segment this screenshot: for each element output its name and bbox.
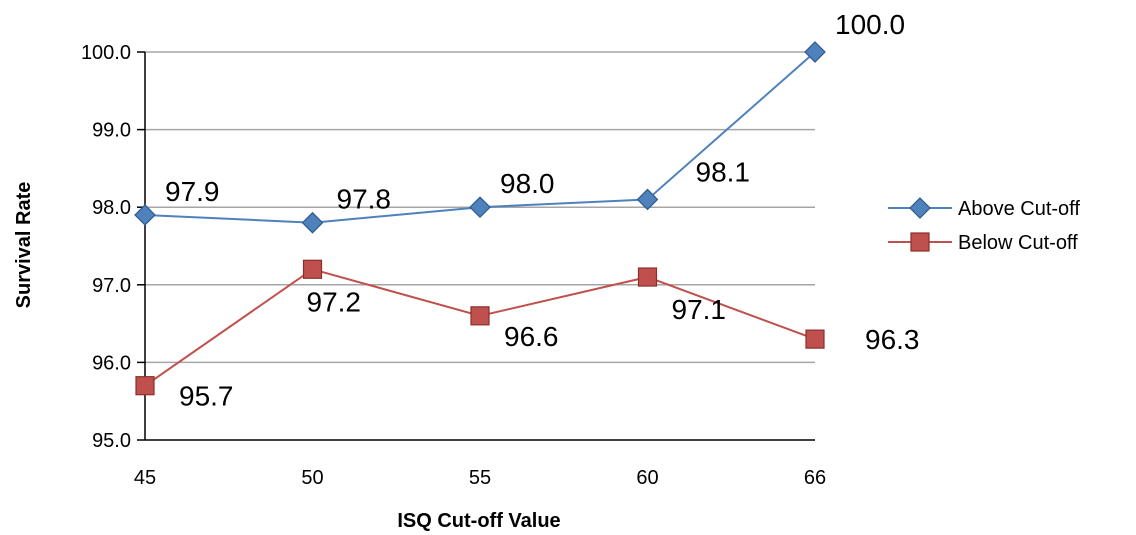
above-marker	[804, 41, 826, 63]
y-tick-label: 98.0	[92, 197, 131, 219]
above-marker	[636, 188, 659, 211]
y-tick-labels: 95.0 96.0 97.0 98.0 99.0 100.0	[81, 42, 131, 452]
series-line-below	[144, 268, 816, 387]
legend-marker	[909, 197, 931, 219]
data-label: 95.7	[179, 381, 234, 412]
x-tick-label: 45	[134, 467, 156, 489]
below-marker	[637, 267, 658, 287]
y-tick-label: 97.0	[92, 275, 131, 297]
axes	[144, 52, 815, 441]
data-label: 100.0	[835, 9, 905, 40]
x-axis-title: ISQ Cut-off Value	[397, 510, 560, 532]
data-label: 97.9	[165, 176, 220, 207]
below-marker	[135, 376, 155, 396]
below-marker	[805, 329, 825, 349]
below-marker	[302, 259, 323, 279]
above-marker	[134, 204, 156, 226]
legend-label: Above Cut-off	[958, 198, 1080, 220]
y-tick-label: 96.0	[92, 352, 131, 374]
data-label: 98.1	[696, 156, 751, 187]
above-marker	[469, 196, 491, 219]
data-label: 98.0	[500, 168, 555, 199]
legend-label: Below Cut-off	[958, 232, 1078, 254]
gridlines	[137, 51, 815, 441]
x-tick-label: 60	[636, 467, 658, 489]
below-marker	[470, 306, 490, 326]
data-label: 97.1	[672, 294, 727, 325]
x-tick-label: 50	[301, 467, 323, 489]
data-label: 96.6	[504, 321, 559, 352]
x-tick-label: 66	[804, 467, 826, 489]
data-label: 97.8	[337, 184, 392, 215]
x-tick-label: 55	[469, 467, 491, 489]
above-marker	[301, 211, 324, 234]
y-tick-label: 95.0	[92, 430, 131, 452]
y-axis-title: Survival Rate	[13, 182, 35, 309]
y-tick-label: 100.0	[81, 42, 131, 64]
data-labels-group: 97.9 97.8 98.0 98.1 100.0 95.7 97.2 96.6 97.1 96.…	[165, 9, 920, 412]
x-tick-labels: 45 50 55 60 66	[134, 467, 826, 489]
series-group	[134, 41, 826, 396]
y-tick-label: 99.0	[92, 120, 131, 142]
legend: Above Cut-off Below Cut-off	[888, 197, 1080, 254]
data-label: 96.3	[865, 324, 920, 355]
data-label: 97.2	[307, 286, 362, 317]
legend-marker	[910, 232, 930, 252]
